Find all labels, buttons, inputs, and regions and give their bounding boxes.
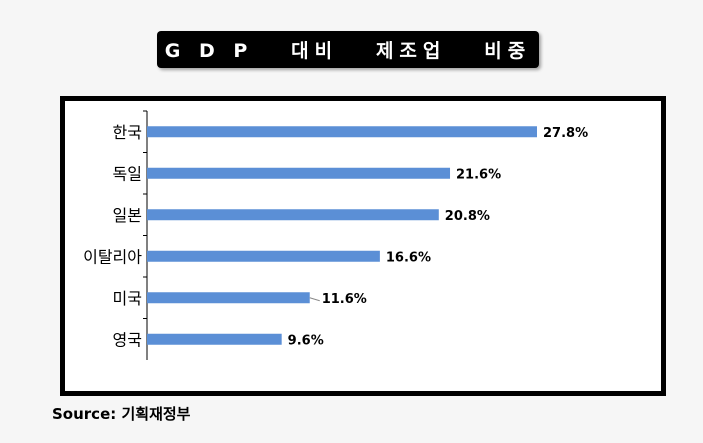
category-label-1: 독일 <box>113 164 142 183</box>
bar-5 <box>147 333 282 345</box>
value-label-3: 16.6% <box>386 250 431 265</box>
bar-4 <box>147 292 310 304</box>
value-label-4: 11.6% <box>322 292 367 307</box>
bar-1 <box>147 167 451 179</box>
value-label-1: 21.6% <box>456 167 501 182</box>
value-label-5: 9.6% <box>288 333 324 348</box>
chart-title: G D P 대비 제조업 비중 <box>164 40 532 62</box>
category-label-3: 이탈리아 <box>83 247 142 266</box>
value-label-2: 20.8% <box>445 209 490 224</box>
bar-3 <box>147 250 380 262</box>
bar-2 <box>147 209 439 221</box>
bar-0 <box>147 126 537 138</box>
category-label-2: 일본 <box>113 206 142 225</box>
chart-frame <box>60 96 666 396</box>
value-label-0: 27.8% <box>543 126 588 141</box>
category-label-4: 미국 <box>113 289 142 308</box>
category-label-0: 한국 <box>113 123 142 142</box>
leader-line-4 <box>309 297 320 302</box>
category-label-5: 영국 <box>113 330 142 349</box>
chart-title-box: G D P 대비 제조업 비중 <box>157 31 539 68</box>
source-note: Source: 기획재정부 <box>52 405 191 423</box>
